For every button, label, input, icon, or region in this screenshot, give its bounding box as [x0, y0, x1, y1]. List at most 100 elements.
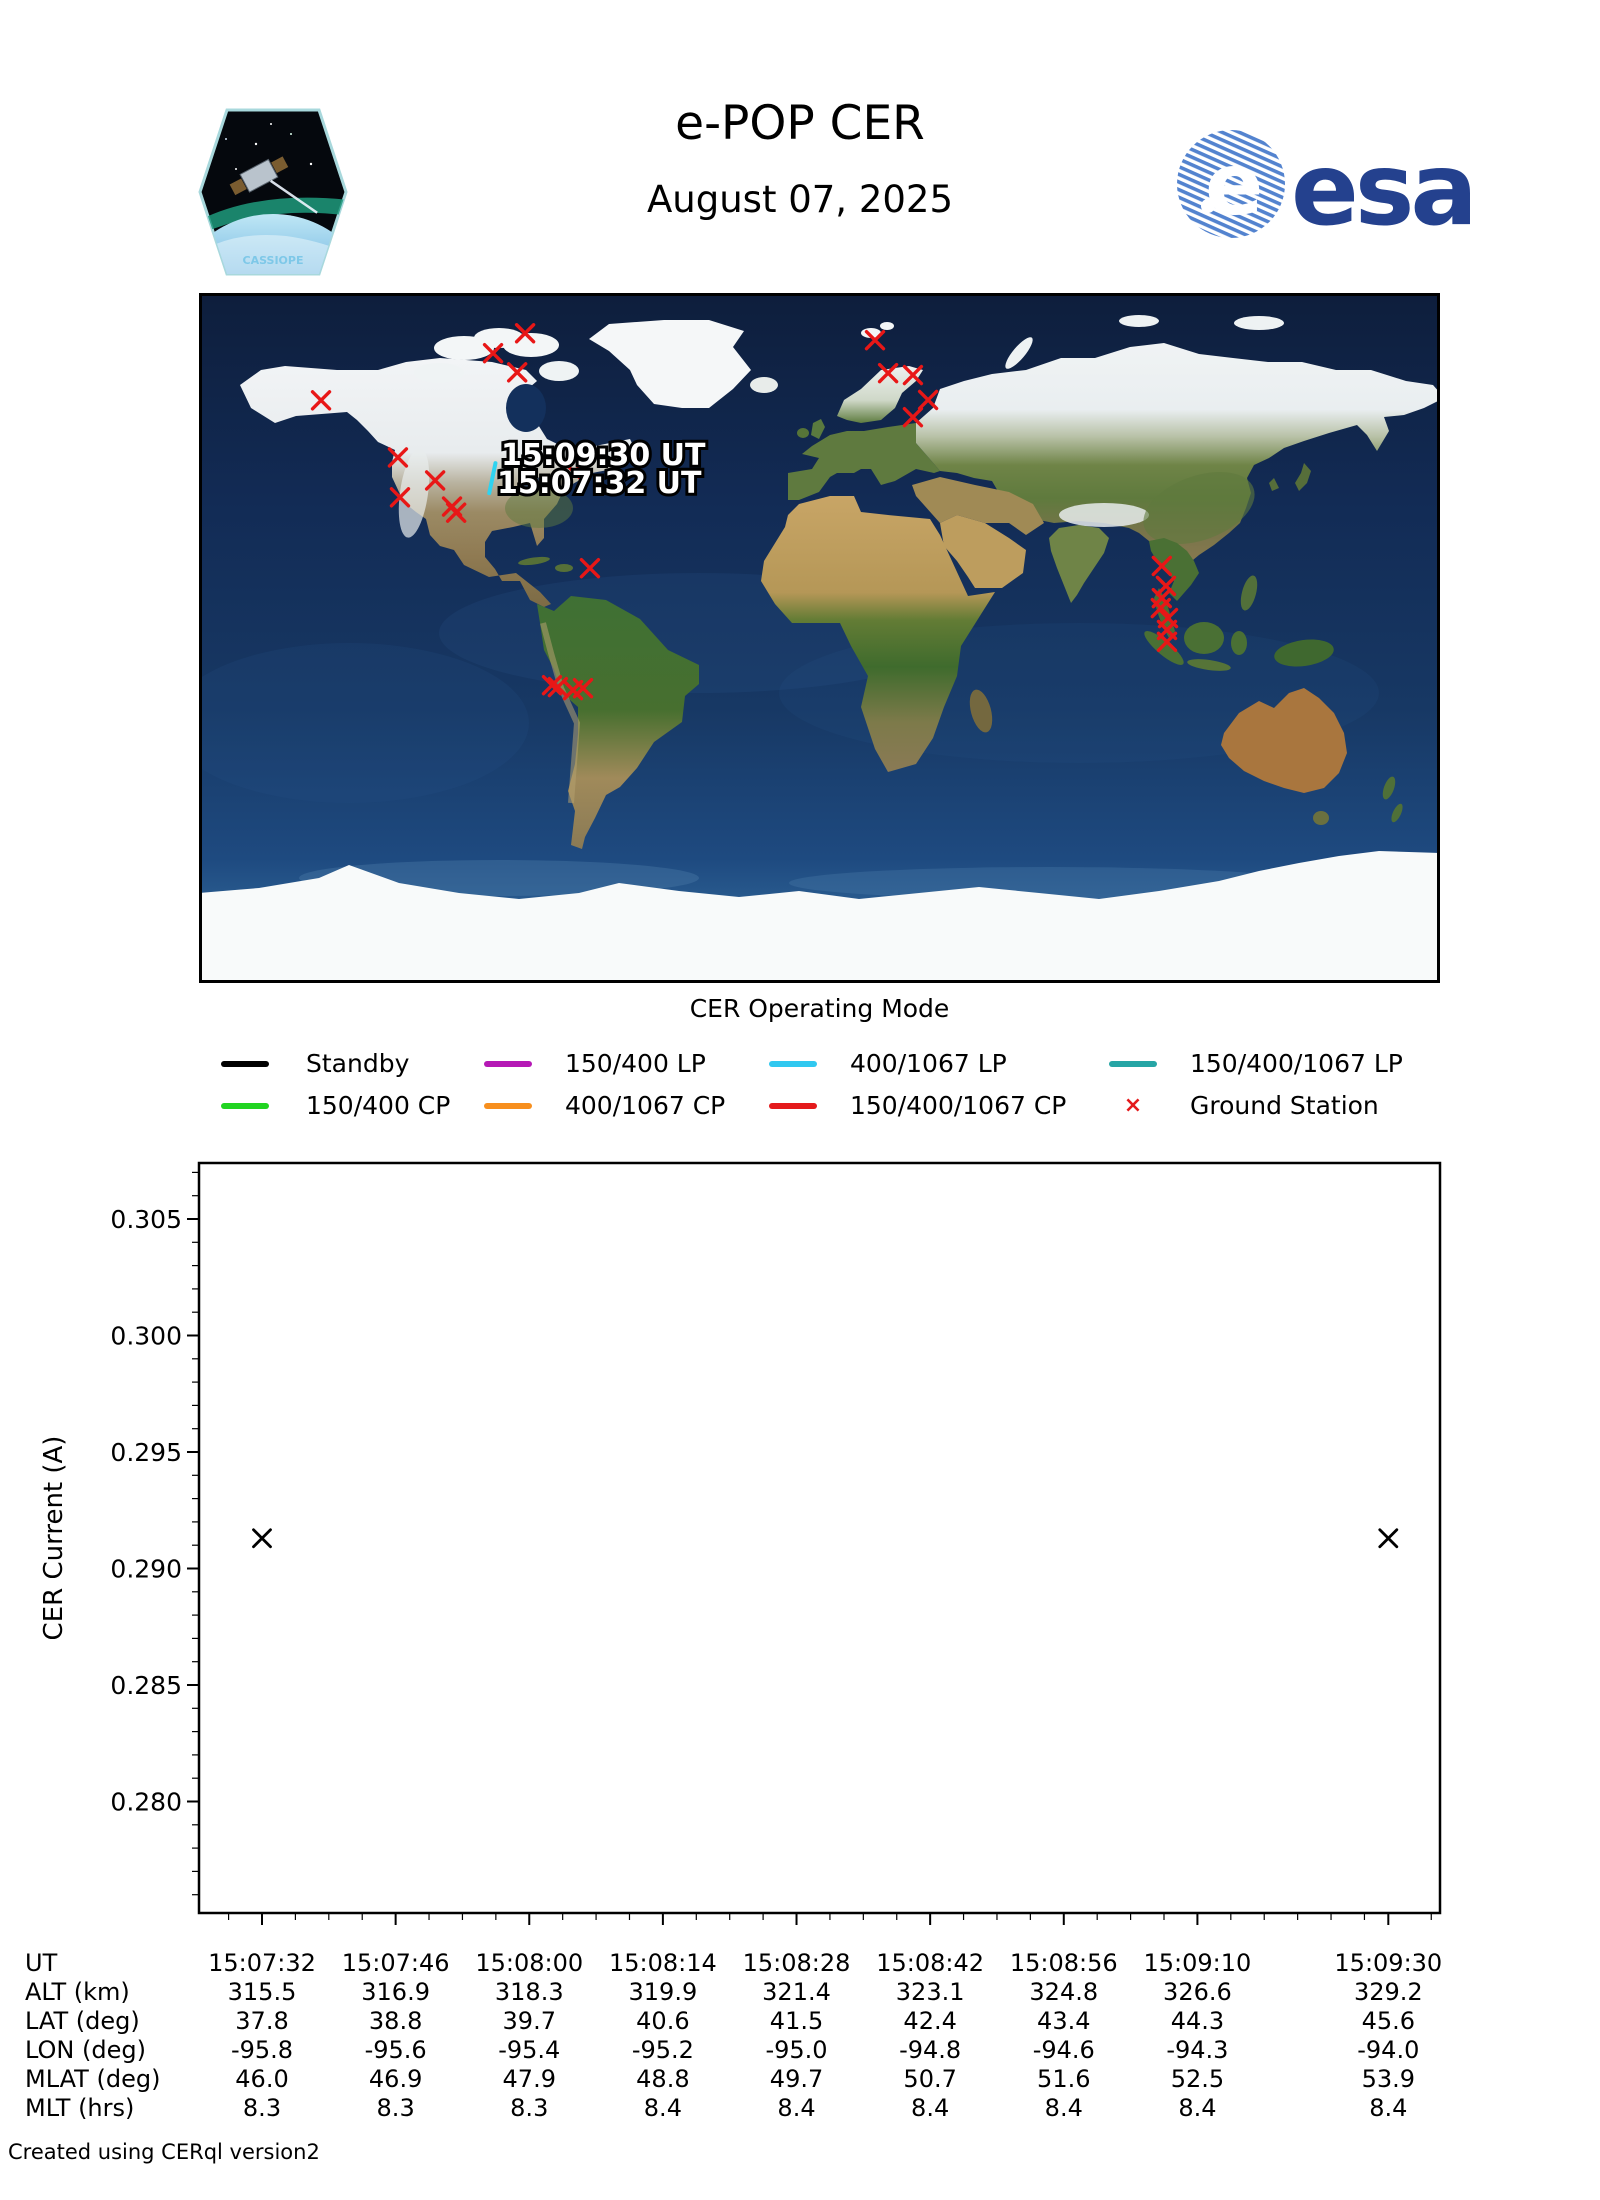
table-cell: 40.6 [636, 2007, 690, 2035]
table-cell: 8.4 [1369, 2094, 1408, 2122]
table-cell: 8.3 [376, 2094, 415, 2122]
legend-label: Ground Station [1190, 1091, 1379, 1120]
satellite-track-layer [487, 461, 498, 496]
table-cell: 37.8 [235, 2007, 289, 2035]
table-cell: 8.3 [242, 2094, 282, 2122]
table-cell: 8.4 [1044, 2094, 1083, 2122]
y-tick-label: 0.295 [110, 1438, 182, 1467]
ground-station-marker-icon [902, 364, 924, 386]
legend-line-swatch [221, 1061, 269, 1067]
table-cell: 8.4 [911, 2094, 950, 2122]
table-cell: 39.7 [502, 2007, 556, 2035]
table-cell: 8.4 [1178, 2094, 1217, 2122]
table-row-lat: LAT (deg) 37.8 38.8 39.7 40.6 41.5 42.4 43.4 44.… [0, 2007, 1600, 2035]
footer-credit: Created using CERql version2 [8, 2140, 320, 2164]
table-cell: -94.3 [1166, 2036, 1229, 2064]
table-cell: -95.6 [364, 2036, 427, 2064]
esa-wordmark: esa [1291, 131, 1474, 248]
satellite-ground-track [487, 461, 498, 496]
table-cell: 46.0 [235, 2065, 289, 2093]
legend-line-swatch [769, 1061, 817, 1067]
table-cell: 15:08:56 [1009, 1949, 1118, 1977]
legend-row-2: 150/400 CP 400/1067 CP 150/400/1067 CP × Gro… [0, 1092, 1600, 1120]
table-cell: 46.9 [368, 2065, 423, 2093]
table-cell: 8.4 [643, 2094, 682, 2122]
table-cell: 15:09:10 [1143, 1949, 1252, 1977]
ground-station-marker-icon [424, 470, 446, 491]
table-cell: 321.4 [762, 1978, 831, 2006]
table-cell: -95.0 [765, 2036, 828, 2064]
table-row-alt: ALT (km) 315.5 316.9 318.3 319.9 321.4 323.1 32… [0, 1978, 1600, 2006]
table-cell: 15:08:00 [475, 1949, 584, 1977]
ground-station-marker-icon [563, 461, 585, 483]
table-cell: 15:08:14 [608, 1949, 717, 1977]
chart-frame [197, 1161, 1442, 1915]
ground-station-marker-icon [482, 342, 504, 364]
table-cell: 15:08:28 [742, 1949, 851, 1977]
table-row-mlt: MLT (hrs) 8.3 8.3 8.3 8.4 8.4 8.4 8.4 8.4 8.4 [0, 2094, 1600, 2122]
page-date: August 07, 2025 [646, 178, 953, 221]
ground-station-marker-icon [917, 389, 939, 411]
y-tick-label: 0.300 [110, 1322, 182, 1351]
table-cell: 45.6 [1361, 2007, 1416, 2035]
legend-label: 150/400 LP [565, 1049, 706, 1078]
ground-station-marker-icon [1155, 575, 1177, 597]
table-cell: 44.3 [1170, 2007, 1225, 2035]
esa-globe-e: e [1205, 135, 1263, 235]
table-cell: -94.8 [899, 2036, 962, 2064]
map-timestamp-start: 15:07:32 UT [497, 466, 702, 501]
legend-title: CER Operating Mode [689, 994, 950, 1023]
world-map: 15:09:30 UT 15:07:32 UT [199, 293, 1440, 983]
ground-station-marker-icon [1156, 631, 1178, 653]
cassiope-mission-patch: CASSIOPE [198, 108, 348, 276]
table-row-lon: LON (deg) -95.8 -95.6 -95.4 -95.2 -95.0 -94.8 -… [0, 2036, 1600, 2064]
ground-station-marker-icon [541, 674, 563, 696]
table-row-label: LAT (deg) [25, 2007, 140, 2035]
legend-label: 400/1067 LP [850, 1049, 1007, 1078]
table-cell: 323.1 [895, 1978, 965, 2006]
table-cell: -94.0 [1357, 2036, 1420, 2064]
ground-station-marker-icon [902, 406, 924, 428]
table-cell: 50.7 [903, 2065, 957, 2093]
table-cell: 15:08:42 [876, 1949, 985, 1977]
aurora [200, 197, 346, 236]
y-tick-label: 0.280 [110, 1788, 182, 1817]
ground-station-marker-icon [387, 447, 409, 468]
data-point-marker-icon [252, 1528, 272, 1549]
ground-station-marker-icon [1150, 597, 1171, 619]
table-cell: -95.8 [230, 2036, 294, 2064]
table-row-label: MLT (hrs) [25, 2094, 135, 2122]
y-tick-label: 0.285 [110, 1671, 182, 1700]
table-cell: 43.4 [1037, 2007, 1091, 2035]
ground-station-marker-icon [445, 502, 467, 523]
table-cell: 48.8 [636, 2065, 690, 2093]
table-cell: 38.8 [368, 2007, 423, 2035]
data-point-marker-icon [1378, 1528, 1399, 1549]
legend-row-1: Standby 150/400 LP 400/1067 LP 150/400/1067… [0, 1050, 1600, 1078]
ground-station-marker-icon [1151, 555, 1173, 577]
table-cell: 52.5 [1170, 2065, 1225, 2093]
table-row-label: LON (deg) [25, 2036, 146, 2064]
ground-stations-layer [310, 323, 1179, 701]
legend-label: 150/400 CP [306, 1091, 451, 1120]
ground-station-marker-icon [572, 678, 594, 699]
table-row-mlat: MLAT (deg) 46.0 46.9 47.9 48.8 49.7 50.7 51.6 52… [0, 2065, 1600, 2093]
esa-logo: e esa [1177, 130, 1478, 248]
table-cell: 15:07:46 [341, 1949, 450, 1977]
table-cell: 315.5 [227, 1978, 297, 2006]
table-cell: 41.5 [769, 2007, 824, 2035]
table-cell: 324.8 [1029, 1978, 1099, 2006]
table-cell: 326.6 [1163, 1978, 1232, 2006]
table-cell: 329.2 [1353, 1978, 1423, 2006]
table-row-label: UT [25, 1949, 58, 1977]
table-cell: -95.2 [631, 2036, 694, 2064]
table-cell: 15:07:32 [208, 1949, 316, 1977]
legend-line-swatch [1109, 1061, 1157, 1067]
table-row-label: MLAT (deg) [25, 2065, 161, 2093]
y-tick-label: 0.290 [110, 1555, 182, 1584]
legend-line-swatch [484, 1061, 532, 1067]
y-axis-label: CER Current (A) [39, 1436, 69, 1641]
page-title: e-POP CER [675, 96, 925, 151]
table-cell: 316.9 [361, 1978, 430, 2006]
